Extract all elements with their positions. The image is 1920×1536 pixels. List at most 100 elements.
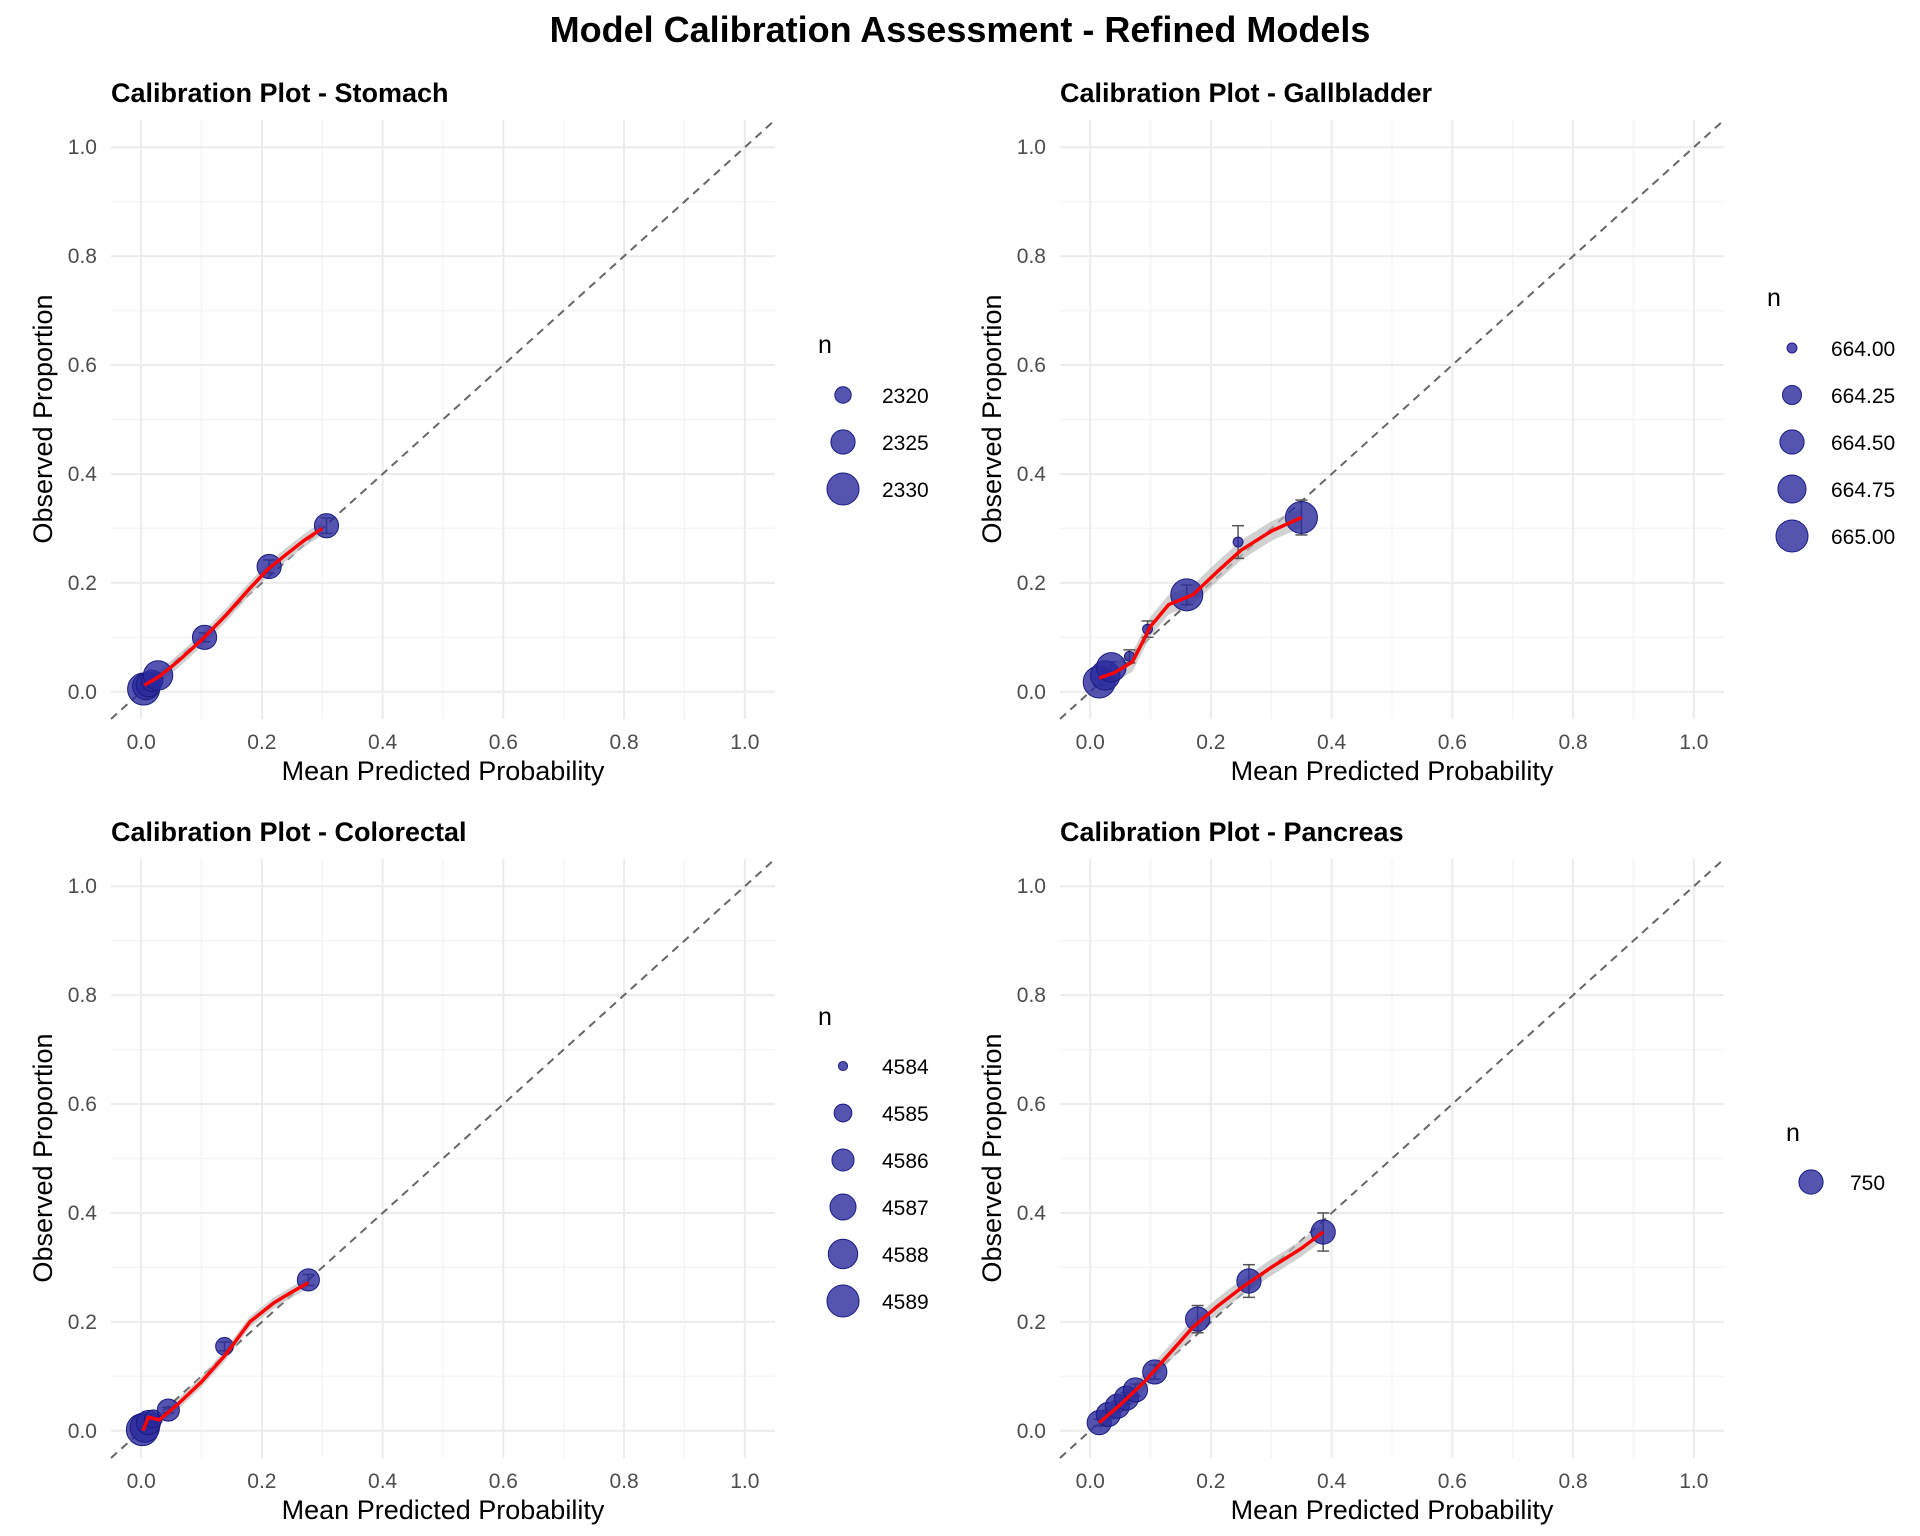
- legend-key: [826, 1284, 860, 1318]
- y-tick-label: 1.0: [68, 875, 97, 898]
- y-tick-label: 0.2: [68, 572, 97, 595]
- x-tick-label: 0.4: [368, 1470, 398, 1493]
- y-tick-label: 0.0: [1017, 1420, 1046, 1443]
- legend-label: 4587: [882, 1197, 929, 1220]
- y-axis-label: Observed Proportion: [977, 294, 1007, 543]
- legend-key: [1782, 385, 1802, 405]
- legend-label: 4586: [882, 1150, 929, 1173]
- legend-key: [830, 429, 856, 455]
- legend-key: [1786, 342, 1798, 354]
- x-tick-label: 0.8: [1558, 731, 1587, 754]
- panel-colorectal: Calibration Plot - Colorectal Mean Predi…: [28, 817, 929, 1525]
- x-tick-label: 0.8: [609, 731, 638, 754]
- smooth-fit-line: [141, 1281, 310, 1432]
- panel-title: Calibration Plot - Gallbladder: [1060, 78, 1433, 108]
- x-tick-label: 1.0: [1679, 731, 1708, 754]
- smooth-fit-line: [1098, 515, 1303, 680]
- legend-title: n: [1786, 1119, 1800, 1147]
- x-tick-label: 0.4: [1317, 731, 1347, 754]
- y-tick-label: 0.4: [68, 463, 98, 486]
- y-tick-label: 0.8: [1017, 984, 1046, 1007]
- legend-label: 4589: [882, 1291, 929, 1314]
- x-tick-label: 0.6: [489, 1470, 518, 1493]
- legend-label: 665.00: [1831, 526, 1895, 549]
- x-axis-label: Mean Predicted Probability: [1231, 756, 1554, 786]
- x-tick-label: 0.8: [609, 1470, 638, 1493]
- y-tick-label: 0.0: [1017, 681, 1046, 704]
- x-tick-label: 0.2: [1196, 1470, 1225, 1493]
- legend-label: 4585: [882, 1103, 929, 1126]
- legend-label: 4584: [882, 1056, 929, 1079]
- x-tick-label: 0.0: [1076, 1470, 1105, 1493]
- reference-diagonal-line: [110, 858, 776, 1459]
- legend-title: n: [818, 1003, 832, 1031]
- x-axis-label: Mean Predicted Probability: [1231, 1495, 1554, 1525]
- y-tick-label: 0.8: [68, 984, 97, 1007]
- x-axis-label: Mean Predicted Probability: [282, 1495, 605, 1525]
- legend-key: [1779, 429, 1805, 455]
- y-tick-label: 0.2: [1017, 572, 1046, 595]
- legend-key: [1777, 474, 1807, 504]
- legend-key: [834, 386, 852, 404]
- y-tick-label: 0.6: [68, 1093, 97, 1116]
- y-tick-label: 0.8: [68, 245, 97, 268]
- y-tick-label: 1.0: [1017, 875, 1046, 898]
- confidence-ribbon: [1099, 507, 1302, 688]
- y-tick-label: 0.4: [1017, 463, 1047, 486]
- plot-area: [1060, 120, 1724, 719]
- calibration-point: [313, 513, 340, 539]
- smooth-fit-line: [1098, 1230, 1325, 1424]
- legend-key: [837, 1060, 849, 1072]
- x-tick-label: 0.4: [368, 731, 398, 754]
- x-tick-label: 0.0: [127, 731, 156, 754]
- confidence-ribbon: [1099, 1223, 1324, 1431]
- y-tick-label: 0.2: [68, 1311, 97, 1334]
- y-axis-label: Observed Proportion: [977, 1033, 1007, 1282]
- plot-area: [1060, 859, 1724, 1458]
- panel-title: Calibration Plot - Stomach: [111, 78, 449, 108]
- legend-label: 664.00: [1831, 338, 1895, 361]
- legend-key: [1798, 1169, 1824, 1195]
- legend-title: n: [1767, 284, 1781, 312]
- y-tick-label: 0.0: [68, 1420, 97, 1443]
- x-tick-label: 1.0: [730, 1470, 759, 1493]
- x-tick-label: 0.2: [247, 1470, 276, 1493]
- y-tick-label: 0.4: [68, 1202, 98, 1225]
- reference-diagonal-line: [1059, 119, 1725, 720]
- legend-label: 750: [1850, 1172, 1885, 1195]
- x-tick-label: 0.6: [1438, 731, 1467, 754]
- y-tick-label: 0.2: [1017, 1311, 1046, 1334]
- legend-key: [831, 1148, 855, 1172]
- reference-diagonal-line: [110, 119, 776, 720]
- plot-area: [111, 859, 775, 1458]
- legend-label: 2320: [882, 385, 929, 408]
- x-tick-label: 0.6: [489, 731, 518, 754]
- smooth-fit-line: [143, 526, 324, 687]
- legend-label: 664.25: [1831, 385, 1895, 408]
- y-tick-label: 0.8: [1017, 245, 1046, 268]
- legend-label: 2330: [882, 479, 929, 502]
- plot-area: [111, 120, 775, 719]
- y-tick-label: 0.0: [68, 681, 97, 704]
- x-tick-label: 0.0: [127, 1470, 156, 1493]
- legend-label: 4588: [882, 1244, 929, 1267]
- x-tick-label: 0.2: [247, 731, 276, 754]
- y-tick-label: 0.6: [1017, 1093, 1046, 1116]
- panel-title: Calibration Plot - Colorectal: [111, 817, 467, 847]
- x-tick-label: 0.0: [1076, 731, 1105, 754]
- legend-label: 664.50: [1831, 432, 1895, 455]
- panel-stomach: Calibration Plot - Stomach Mean Predicte…: [28, 78, 929, 786]
- panel-title: Calibration Plot - Pancreas: [1060, 817, 1404, 847]
- x-tick-label: 0.2: [1196, 731, 1225, 754]
- y-tick-label: 0.6: [1017, 354, 1046, 377]
- legend-key: [833, 1103, 853, 1123]
- x-tick-label: 0.8: [1558, 1470, 1587, 1493]
- y-axis-label: Observed Proportion: [28, 294, 58, 543]
- calibration-point: [1170, 578, 1204, 612]
- panel-pancreas: Calibration Plot - Pancreas Mean Predict…: [977, 817, 1885, 1525]
- legend-key: [829, 1193, 857, 1221]
- figure-title: Model Calibration Assessment - Refined M…: [550, 9, 1371, 50]
- x-tick-label: 1.0: [730, 731, 759, 754]
- x-tick-label: 0.4: [1317, 1470, 1347, 1493]
